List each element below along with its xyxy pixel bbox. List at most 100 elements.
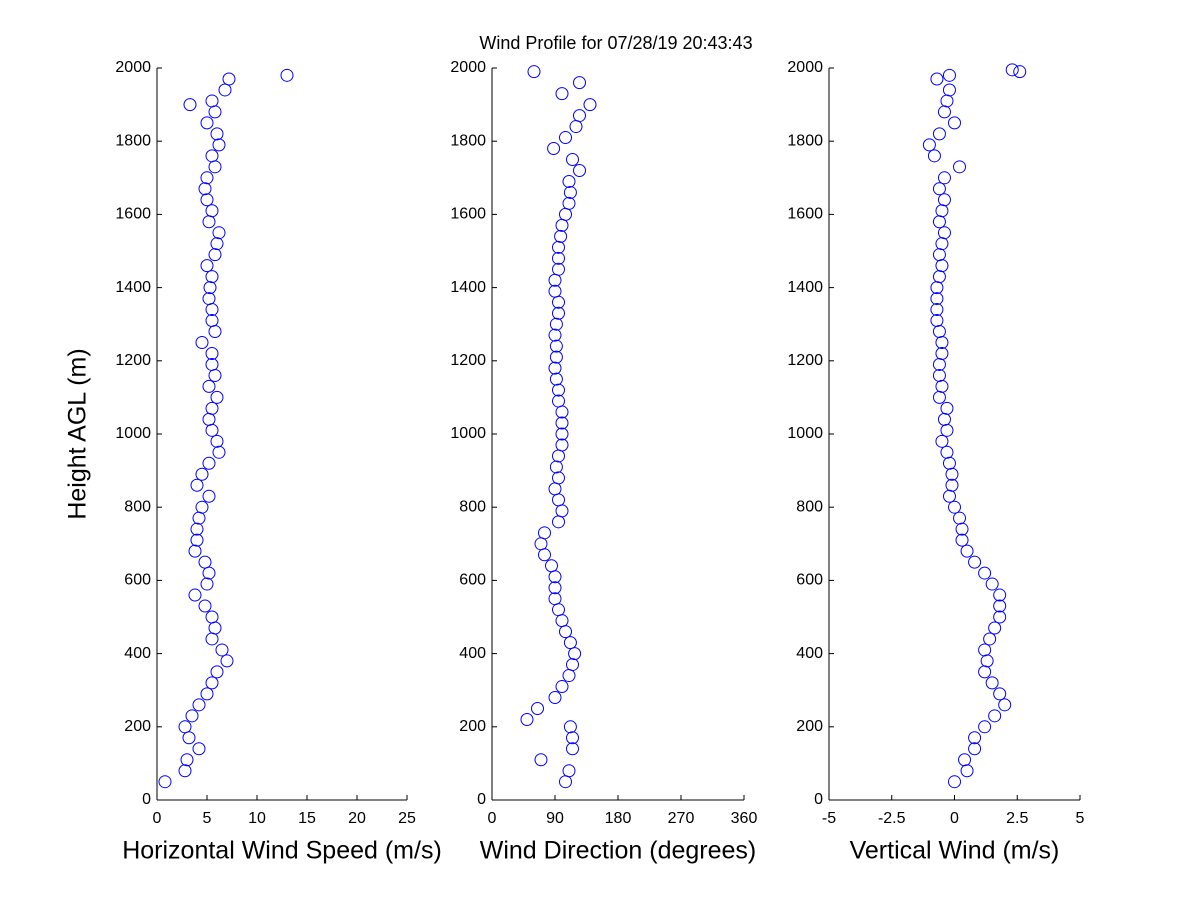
point bbox=[562, 669, 576, 683]
point bbox=[552, 262, 565, 276]
x-tick-label: 90 bbox=[546, 810, 564, 827]
point bbox=[555, 504, 569, 518]
point bbox=[190, 522, 204, 536]
x-tick-label: 0 bbox=[950, 810, 959, 827]
point bbox=[978, 720, 992, 734]
y-tick-label: 0 bbox=[814, 791, 823, 808]
point bbox=[559, 775, 572, 789]
point bbox=[562, 174, 576, 188]
point bbox=[555, 405, 569, 419]
y-tick-label: 200 bbox=[124, 718, 151, 735]
x-axis-label: Vertical Wind (m/s) bbox=[850, 837, 1060, 865]
y-tick-label: 2000 bbox=[787, 59, 823, 76]
point bbox=[548, 328, 562, 342]
point bbox=[555, 438, 569, 452]
point bbox=[527, 65, 541, 79]
point bbox=[953, 160, 967, 174]
point bbox=[1013, 65, 1027, 79]
y-tick-label: 600 bbox=[124, 572, 151, 589]
y-tick-label: 800 bbox=[459, 498, 486, 515]
x-tick-label: 5 bbox=[203, 810, 212, 827]
point bbox=[555, 218, 569, 232]
y-tick-label: 1800 bbox=[450, 132, 486, 149]
point bbox=[985, 676, 999, 690]
point bbox=[531, 702, 544, 715]
point bbox=[208, 621, 222, 635]
point bbox=[198, 599, 212, 613]
x-tick-label: 0 bbox=[488, 810, 497, 827]
point bbox=[932, 357, 946, 371]
y-tick-label: 2000 bbox=[115, 59, 151, 76]
point bbox=[563, 185, 577, 199]
point bbox=[188, 588, 202, 602]
point bbox=[534, 753, 548, 767]
point bbox=[208, 325, 222, 339]
y-tick-label: 1600 bbox=[787, 206, 823, 223]
point bbox=[205, 314, 219, 328]
point bbox=[945, 478, 959, 492]
point bbox=[555, 87, 569, 101]
point bbox=[220, 654, 234, 668]
point bbox=[190, 478, 204, 492]
point bbox=[178, 764, 192, 778]
y-tick-label: 2000 bbox=[450, 59, 486, 76]
point bbox=[930, 303, 944, 317]
point bbox=[552, 383, 565, 397]
point bbox=[942, 489, 956, 503]
x-tick-label: 10 bbox=[248, 810, 266, 827]
point bbox=[205, 303, 219, 317]
point bbox=[520, 712, 534, 726]
point bbox=[935, 237, 949, 251]
point bbox=[566, 153, 579, 166]
point bbox=[563, 720, 577, 734]
y-tick-label: 0 bbox=[477, 791, 486, 808]
point bbox=[178, 720, 192, 734]
point bbox=[958, 753, 972, 767]
point bbox=[182, 731, 196, 745]
point bbox=[205, 357, 219, 371]
point bbox=[534, 537, 548, 551]
point bbox=[932, 248, 946, 262]
point bbox=[195, 500, 209, 514]
point bbox=[932, 368, 946, 382]
point bbox=[205, 94, 219, 108]
point bbox=[200, 193, 214, 207]
y-tick-label: 600 bbox=[459, 572, 486, 589]
point bbox=[573, 163, 586, 177]
point bbox=[935, 434, 949, 448]
point bbox=[562, 764, 576, 778]
point bbox=[202, 489, 216, 503]
y-tick-label: 400 bbox=[124, 645, 151, 662]
point bbox=[218, 83, 232, 97]
point bbox=[205, 401, 219, 415]
y-tick-label: 200 bbox=[459, 718, 486, 735]
point bbox=[548, 361, 562, 375]
point bbox=[927, 149, 941, 163]
point bbox=[548, 691, 562, 705]
point bbox=[200, 259, 214, 273]
x-tick-label: 25 bbox=[398, 810, 416, 827]
point bbox=[937, 412, 951, 426]
point bbox=[552, 306, 565, 320]
y-tick-label: 800 bbox=[124, 498, 151, 515]
point bbox=[932, 390, 946, 404]
point bbox=[955, 522, 969, 536]
x-tick-label: 5 bbox=[1076, 810, 1085, 827]
point bbox=[202, 456, 216, 470]
point bbox=[559, 131, 572, 145]
point bbox=[545, 559, 558, 573]
y-tick-label: 400 bbox=[459, 645, 486, 662]
point bbox=[552, 251, 565, 265]
point bbox=[222, 72, 236, 86]
point bbox=[935, 259, 949, 273]
point bbox=[190, 533, 204, 547]
point bbox=[548, 592, 562, 606]
point bbox=[937, 105, 951, 119]
point bbox=[200, 116, 214, 130]
point bbox=[922, 138, 936, 152]
point bbox=[548, 284, 562, 298]
point bbox=[192, 742, 206, 756]
point bbox=[568, 647, 582, 661]
point bbox=[978, 643, 992, 657]
point bbox=[948, 775, 961, 789]
